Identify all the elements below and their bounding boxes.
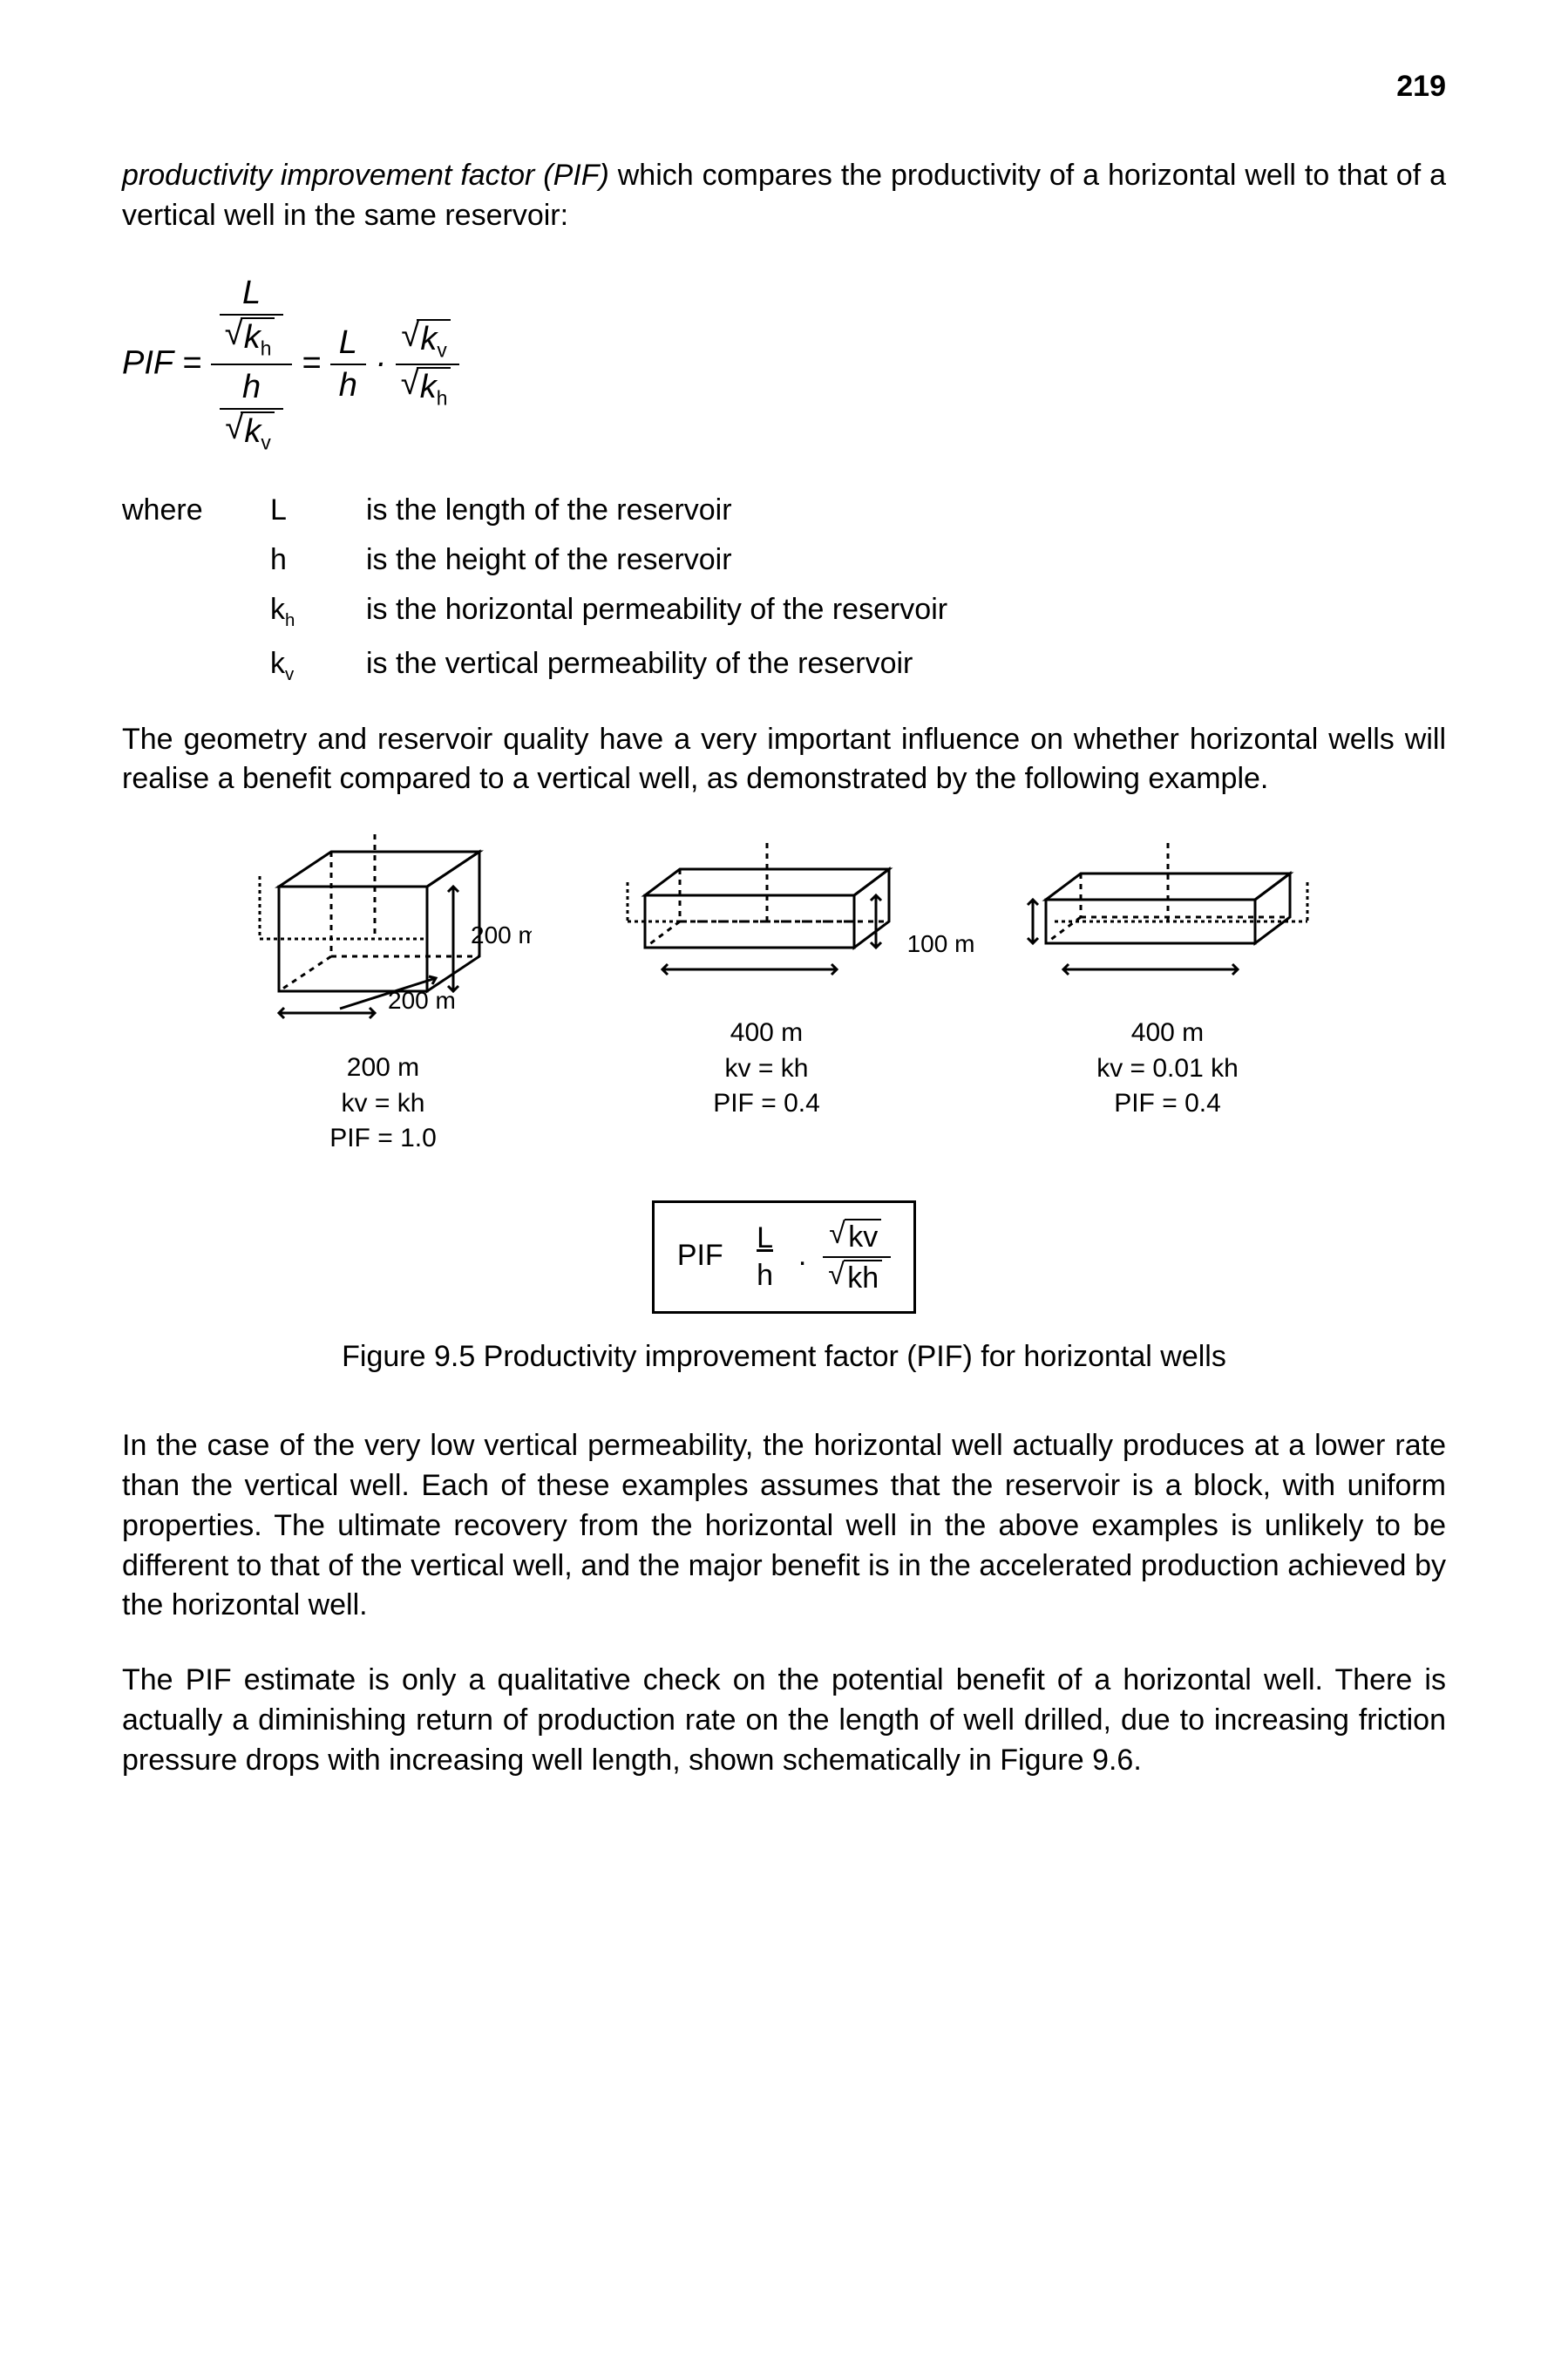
where-sym-kh: kh bbox=[270, 593, 340, 631]
where-sym-h: h bbox=[270, 543, 340, 577]
case1-height: 200 m bbox=[471, 921, 532, 948]
page-number: 219 bbox=[122, 70, 1446, 104]
case3-pif: PIF = 0.4 bbox=[1096, 1086, 1239, 1122]
pif-estimate-paragraph: The PIF estimate is only a qualitative c… bbox=[122, 1661, 1446, 1781]
where-sym-L: L bbox=[270, 493, 340, 527]
pif-equation: PIF = L kh h kv = L bbox=[122, 271, 1446, 459]
case2-pif: PIF = 0.4 bbox=[713, 1086, 820, 1122]
where-label: where bbox=[122, 493, 244, 527]
eq-mid-equals: = bbox=[302, 344, 321, 381]
case-1: 200 m 200 m 200 m kv = kh PIF = 1.0 bbox=[235, 834, 532, 1157]
figure-row: 200 m 200 m 200 m kv = kh PIF = 1.0 bbox=[122, 834, 1446, 1157]
eq-equals: = bbox=[182, 344, 201, 381]
page: 219 productivity improvement factor (PIF… bbox=[0, 0, 1568, 1921]
case2-kv: kv = kh bbox=[713, 1051, 820, 1087]
pif-formula-box: PIF L h . kv kh bbox=[652, 1200, 916, 1314]
eq-h: h bbox=[242, 369, 261, 405]
case-3: 400 m kv = 0.01 kh PIF = 0.4 bbox=[1002, 834, 1334, 1122]
eq-kh-sub: h bbox=[261, 337, 272, 359]
where-list: where L is the length of the reservoir h… bbox=[122, 493, 1446, 685]
intro-paragraph: productivity improvement factor (PIF) wh… bbox=[122, 156, 1446, 236]
case-1-labels: 200 m kv = kh PIF = 1.0 bbox=[329, 1050, 437, 1157]
eq-dot: · bbox=[375, 344, 386, 381]
where-desc-kh: is the horizontal permeability of the re… bbox=[366, 593, 1446, 627]
case1-kv: kv = kh bbox=[329, 1086, 437, 1122]
eq-lhs: PIF bbox=[122, 344, 173, 381]
case2-length: 400 m bbox=[713, 1016, 820, 1051]
case-2-labels: 400 m kv = kh PIF = 0.4 bbox=[713, 1016, 820, 1122]
case-3-svg bbox=[1002, 834, 1334, 1000]
case-3-labels: 400 m kv = 0.01 kh PIF = 0.4 bbox=[1096, 1016, 1239, 1122]
where-sym-kv: kv bbox=[270, 647, 340, 685]
case3-kv: kv = 0.01 kh bbox=[1096, 1051, 1239, 1087]
figure-caption: Figure 9.5 Productivity improvement fact… bbox=[122, 1340, 1446, 1374]
case3-length: 400 m bbox=[1096, 1016, 1239, 1051]
case1-pif: PIF = 1.0 bbox=[329, 1121, 437, 1157]
eq-Lh: L h bbox=[330, 323, 366, 406]
eq-bigfrac: L kh h kv bbox=[211, 271, 293, 459]
where-desc-L: is the length of the reservoir bbox=[366, 493, 1446, 527]
case-2: 100 m 400 m kv = kh PIF = 0.4 bbox=[601, 834, 933, 1122]
eq-kv-sub: v bbox=[261, 432, 270, 454]
eq-L: L bbox=[242, 275, 261, 311]
where-desc-kv: is the vertical permeability of the rese… bbox=[366, 647, 1446, 681]
geometry-paragraph: The geometry and reservoir quality have … bbox=[122, 720, 1446, 800]
case1-diag: 200 m bbox=[388, 987, 456, 1014]
where-desc-h: is the height of the reservoir bbox=[366, 543, 1446, 577]
eq-sqrtfrac: kv kh bbox=[396, 317, 460, 412]
case-2-svg bbox=[601, 834, 933, 1000]
case-1-svg: 200 m 200 m bbox=[235, 834, 532, 1035]
case1-length: 200 m bbox=[329, 1050, 437, 1086]
pif-term: productivity improvement factor (PIF) bbox=[122, 159, 609, 192]
figure-9-5: 200 m 200 m 200 m kv = kh PIF = 1.0 bbox=[122, 834, 1446, 1374]
low-perm-paragraph: In the case of the very low vertical per… bbox=[122, 1426, 1446, 1626]
pif-box-label: PIF bbox=[677, 1239, 723, 1272]
